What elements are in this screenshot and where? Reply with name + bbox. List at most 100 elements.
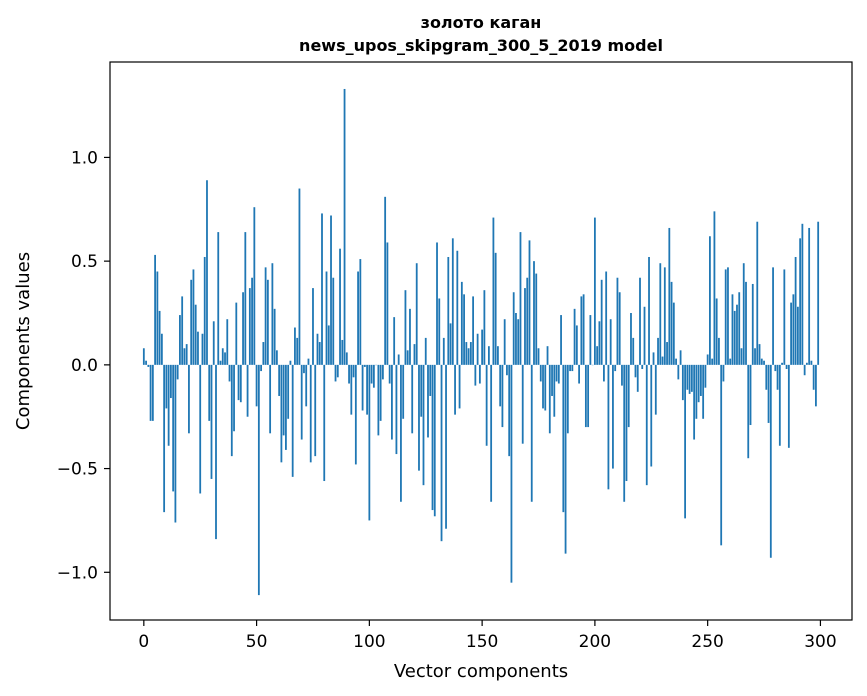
- bar-169: [524, 288, 526, 365]
- bar-145: [469, 342, 472, 365]
- bar-255: [718, 337, 720, 365]
- bar-62: [282, 364, 285, 436]
- bar-111: [393, 317, 396, 365]
- bar-66: [291, 364, 294, 477]
- bar-252: [711, 358, 714, 365]
- bar-178: [544, 364, 547, 411]
- bar-112: [395, 364, 398, 455]
- bar-166: [517, 319, 520, 365]
- bar-41: [235, 302, 238, 365]
- bar-212: [621, 364, 623, 386]
- bar-159: [501, 364, 504, 428]
- bar-150: [481, 329, 484, 365]
- bar-209: [614, 364, 617, 372]
- bar-297: [812, 364, 815, 390]
- bar-210: [616, 277, 619, 365]
- bar-269: [749, 364, 752, 426]
- bar-217: [632, 337, 635, 365]
- bar-158: [499, 364, 502, 407]
- bar-42: [237, 364, 240, 401]
- bar-241: [686, 364, 689, 390]
- bar-16: [179, 315, 181, 365]
- bar-260: [729, 358, 732, 365]
- bar-146: [472, 296, 474, 365]
- bar-208: [612, 364, 614, 469]
- bar-265: [740, 348, 743, 365]
- x-tick-label: 0: [138, 632, 149, 652]
- bar-244: [693, 364, 696, 440]
- bars-group: [142, 88, 820, 596]
- bar-7: [158, 310, 161, 365]
- y-tick-label: −0.5: [57, 460, 98, 480]
- bar-237: [677, 364, 680, 380]
- bar-81: [325, 271, 328, 365]
- bar-183: [555, 364, 558, 382]
- bar-18: [183, 348, 186, 365]
- bar-155: [492, 217, 495, 365]
- bar-40: [233, 364, 235, 432]
- bar-79: [321, 213, 323, 365]
- bar-74: [309, 364, 312, 463]
- bar-75: [312, 288, 314, 365]
- bar-20: [188, 364, 190, 434]
- bar-6: [156, 271, 159, 365]
- bar-293: [803, 364, 806, 376]
- bar-270: [751, 283, 754, 365]
- bar-73: [307, 358, 310, 365]
- bar-129: [433, 364, 436, 517]
- bar-161: [506, 364, 508, 376]
- bar-107: [384, 196, 387, 365]
- bar-77: [316, 333, 319, 365]
- bar-198: [589, 315, 592, 365]
- bar-69: [298, 188, 301, 365]
- x-tick-label: 200: [579, 632, 611, 652]
- bar-185: [560, 315, 562, 365]
- bar-190: [571, 364, 574, 372]
- bar-177: [542, 364, 544, 409]
- bar-202: [598, 321, 601, 365]
- bar-171: [528, 240, 531, 365]
- bar-215: [627, 364, 630, 428]
- bar-187: [564, 364, 567, 554]
- bar-45: [244, 232, 247, 365]
- bar-175: [537, 348, 540, 365]
- x-axis-ticks: 0 50 100 150 200 250 300: [138, 620, 837, 652]
- bar-139: [456, 250, 459, 365]
- y-tick-label: −1.0: [57, 563, 98, 583]
- bar-167: [519, 232, 522, 365]
- bar-92: [350, 364, 353, 415]
- bar-168: [521, 364, 524, 444]
- bar-266: [742, 263, 745, 365]
- bar-221: [641, 364, 644, 370]
- bar-236: [675, 358, 677, 365]
- bar-60: [278, 364, 281, 396]
- bar-138: [454, 364, 456, 415]
- bar-245: [695, 364, 698, 419]
- x-axis-label: Vector components: [394, 661, 568, 682]
- bar-94: [354, 364, 357, 465]
- bar-115: [402, 364, 405, 419]
- bar-13: [172, 364, 175, 492]
- bar-19: [185, 344, 188, 365]
- bar-78: [318, 342, 321, 365]
- bar-184: [557, 364, 560, 384]
- bar-83: [330, 215, 332, 365]
- bar-248: [702, 364, 705, 419]
- bar-84: [332, 277, 335, 365]
- bar-96: [359, 259, 362, 365]
- bar-239: [681, 364, 684, 401]
- bar-280: [774, 364, 777, 372]
- bar-149: [478, 364, 481, 384]
- bar-285: [785, 364, 788, 370]
- bar-65: [289, 360, 292, 365]
- bar-180: [548, 364, 551, 434]
- bar-240: [684, 364, 686, 519]
- bar-90: [345, 352, 348, 365]
- chart-subtitle: news_upos_skipgram_300_5_2019 model: [299, 36, 663, 55]
- bar-122: [418, 364, 420, 471]
- bar-228: [657, 337, 659, 365]
- bar-132: [440, 364, 443, 542]
- bar-76: [314, 364, 317, 457]
- bar-61: [280, 364, 283, 463]
